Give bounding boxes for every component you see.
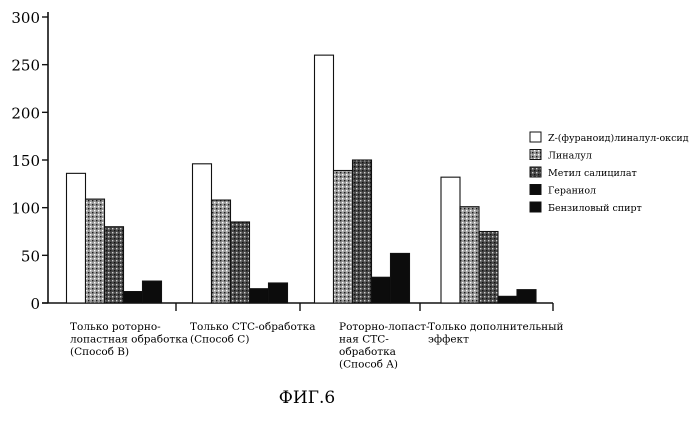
bar-4-group-1: [124, 292, 143, 303]
category-label-line: Роторно-лопаст-: [339, 321, 430, 333]
bar-3-group-2: [231, 222, 250, 303]
bar-4-group-4: [498, 296, 517, 303]
legend-swatch: [530, 167, 541, 177]
y-tick-label: 50: [21, 247, 40, 265]
bar-2-group-1: [86, 199, 105, 303]
category-label-line: (Способ C): [190, 334, 249, 346]
bar-2-group-3: [334, 170, 353, 303]
legend-label: Линалул: [548, 151, 592, 162]
bar-4-group-2: [250, 289, 269, 303]
figure-caption: ФИГ.6: [279, 388, 335, 408]
bar-4-group-3: [372, 277, 391, 303]
bar-5-group-4: [517, 290, 536, 303]
legend-swatch: [530, 132, 541, 142]
category-label-line: Только дополнительный: [428, 321, 563, 333]
category-label-line: ная СТС-: [339, 334, 389, 346]
bar-3-group-3: [353, 160, 372, 303]
y-tick-label: 150: [11, 152, 40, 170]
legend-label: Бензиловый спирт: [548, 203, 642, 214]
y-tick-label: 300: [11, 9, 40, 27]
category-label-line: (Способ B): [70, 346, 129, 358]
bar-1-group-4: [441, 177, 460, 303]
bar-2-group-4: [460, 207, 479, 303]
category-labels: Только роторно-лопастная обработка(Спосо…: [70, 321, 563, 371]
bar-5-group-2: [269, 283, 288, 303]
bar-5-group-3: [391, 253, 410, 303]
y-tick-label: 250: [11, 57, 40, 75]
category-label-line: (Способ A): [339, 359, 398, 371]
y-tick-label: 100: [11, 200, 40, 218]
legend-swatch: [530, 185, 541, 195]
bars: [67, 55, 537, 303]
legend-swatch: [530, 202, 541, 212]
y-tick-label: 0: [30, 295, 40, 313]
bar-2-group-2: [212, 200, 231, 303]
category-label-line: лопастная обработка: [70, 334, 188, 346]
legend: Z-(фураноид)линалул-оксид Линалул Метил са…: [530, 132, 689, 214]
category-label-line: Только СТС-обработка: [190, 321, 315, 333]
bar-1-group-3: [315, 55, 334, 303]
bar-3-group-1: [105, 227, 124, 303]
legend-swatch: [530, 150, 541, 160]
category-label-line: Только роторно-: [70, 321, 161, 333]
bar-3-group-4: [479, 232, 498, 304]
category-label-line: обработка: [339, 346, 396, 358]
bar-5-group-1: [143, 281, 162, 303]
legend-label: Z-(фураноид)линалул-оксид: [548, 133, 689, 144]
legend-label: Гераниол: [548, 186, 596, 197]
legend-label: Метил салицилат: [548, 168, 637, 179]
bar-1-group-2: [193, 164, 212, 303]
y-tick-label: 200: [11, 104, 40, 122]
bar-1-group-1: [67, 173, 86, 303]
category-label-line: эффект: [428, 334, 469, 346]
